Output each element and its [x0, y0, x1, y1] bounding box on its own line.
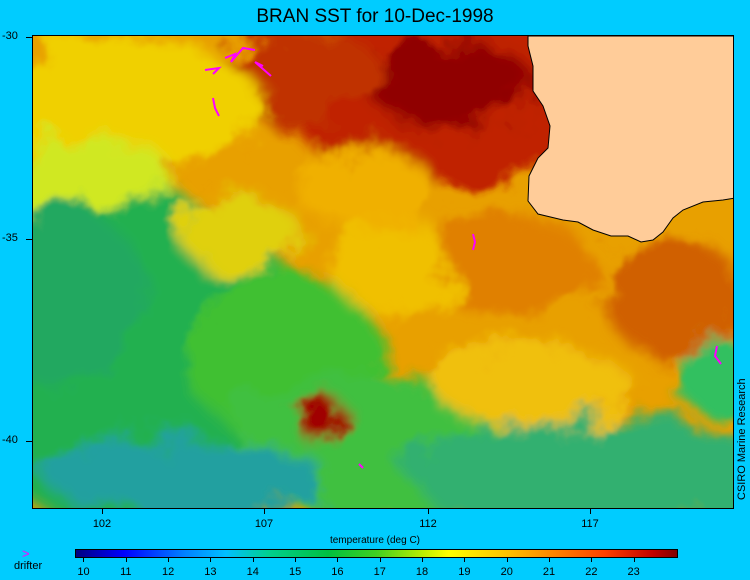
colorbar-tick [168, 558, 170, 562]
colorbar-tick-label: 16 [331, 566, 344, 578]
lon-tick [102, 509, 103, 514]
drifter-tracks [204, 46, 722, 469]
colorbar-tick-label: 20 [500, 566, 513, 578]
lon-label-107: 107 [254, 518, 274, 530]
colorbar-tick [125, 558, 127, 562]
map-title: BRAN SST for 10-Dec-1998 [256, 6, 494, 27]
drifter-track [212, 97, 220, 117]
drifter-legend-label: drifter [14, 560, 43, 572]
lon-tick [264, 509, 265, 514]
colorbar-tick-label: 23 [627, 566, 640, 578]
colorbar-tick [422, 558, 424, 562]
drifter-track [713, 345, 722, 365]
colorbar-tick [83, 558, 85, 562]
land-mass [527, 36, 733, 243]
lat-tick [26, 37, 32, 38]
drifter-track [204, 66, 222, 75]
sst-field [33, 36, 733, 508]
lon-label-102: 102 [92, 518, 112, 530]
colorbar-tick-label: 13 [204, 566, 217, 578]
colorbar-tick [633, 558, 635, 562]
colorbar [75, 549, 678, 558]
colorbar-tick [591, 558, 593, 562]
drifter-track [224, 46, 256, 63]
drifter-legend-icon: > [22, 546, 30, 561]
colorbar-tick [379, 558, 381, 562]
colorbar-tick-label: 15 [288, 566, 302, 578]
colorbar-tick [337, 558, 339, 562]
colorbar-tick-label: 21 [542, 566, 556, 578]
colorbar-tick-label: 19 [458, 566, 471, 578]
colorbar-tick [210, 558, 212, 562]
lon-label-117: 117 [581, 518, 599, 530]
lat-tick [26, 441, 32, 442]
colorbar-tick [252, 558, 254, 562]
drifter-track [254, 61, 272, 77]
colorbar-title: temperature (deg C) [329, 535, 421, 546]
lat-tick [26, 239, 32, 240]
colorbar-tick [295, 558, 297, 562]
colorbar-tick [549, 558, 551, 562]
lon-tick [590, 509, 591, 514]
colorbar-tick-label: 22 [585, 566, 598, 578]
drifter-track [472, 233, 477, 251]
credit-label: CSIRO Marine Research [736, 378, 748, 500]
sst-map [32, 35, 734, 509]
colorbar-tick [506, 558, 508, 562]
colorbar-tick-label: 11 [120, 566, 132, 578]
colorbar-tick [464, 558, 466, 562]
colorbar-tick-label: 14 [246, 566, 259, 578]
colorbar-tick-label: 18 [415, 566, 429, 578]
lat-label-40: -40 [2, 434, 18, 446]
lat-label-35: -35 [2, 232, 18, 244]
colorbar-tick-label: 10 [77, 566, 90, 578]
lat-label-30: -30 [2, 30, 18, 42]
drifter-track [358, 463, 364, 469]
lon-label-112: 112 [419, 518, 437, 530]
lon-tick [428, 509, 429, 514]
colorbar-tick-label: 12 [161, 566, 175, 578]
colorbar-tick-label: 17 [373, 566, 386, 578]
